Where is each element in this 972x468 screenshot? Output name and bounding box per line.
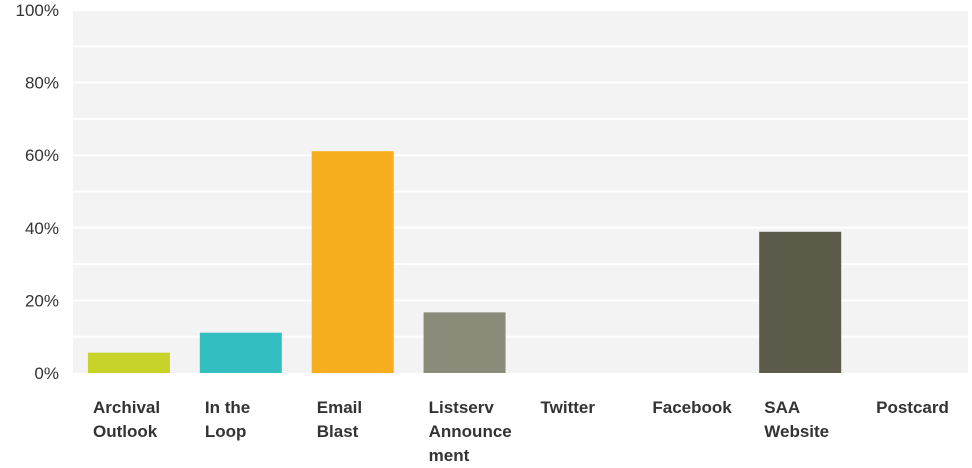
x-category-label: Listserv Announce ment [429, 398, 512, 465]
x-category-label: Email Blast [317, 398, 362, 441]
bar-archival-outlook [87, 352, 170, 373]
x-category-label: Facebook [652, 398, 732, 417]
x-category-label: Archival Outlook [93, 398, 160, 441]
y-tick-label: 60% [25, 146, 59, 165]
bar-email-blast [311, 151, 394, 373]
y-tick-label: 100% [16, 1, 59, 20]
x-category-label: In the Loop [205, 398, 250, 441]
y-tick-label: 0% [34, 364, 59, 383]
x-category-label: SAA Website [764, 398, 829, 441]
x-category-label: Postcard [876, 398, 949, 417]
y-tick-label: 80% [25, 74, 59, 93]
y-tick-label: 20% [25, 291, 59, 310]
bar-listserv-announcement [423, 312, 506, 373]
y-tick-label: 40% [25, 219, 59, 238]
bar-in-the-loop [199, 332, 282, 373]
bar-saa-website [759, 231, 842, 373]
x-category-label: Twitter [541, 398, 596, 417]
